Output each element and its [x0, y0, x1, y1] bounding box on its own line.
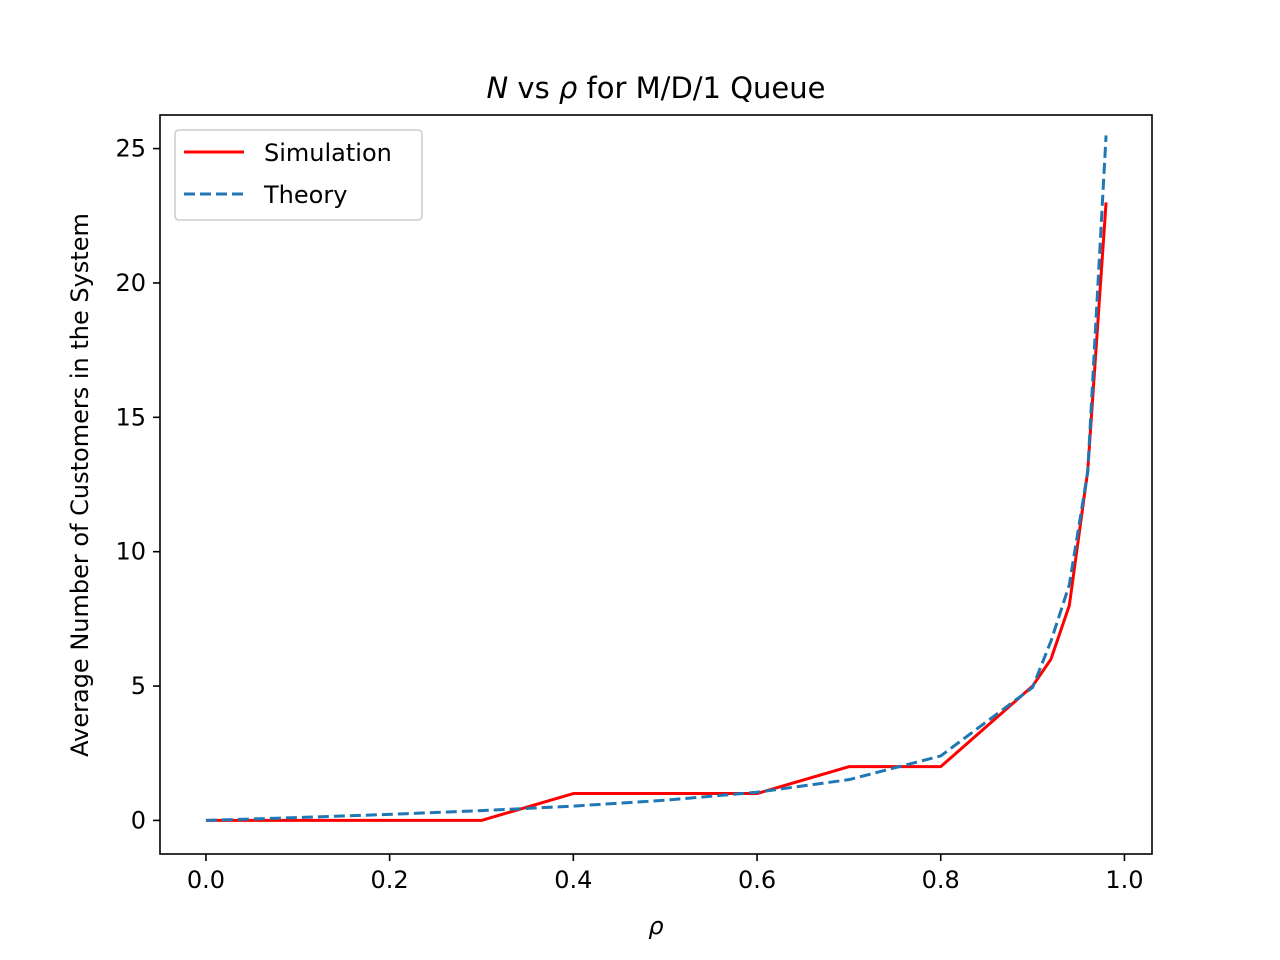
y-tick-label: 15: [115, 403, 146, 431]
y-axis-label: Average Number of Customers in the Syste…: [66, 213, 94, 757]
series-line-theory: [205, 135, 1108, 822]
y-tick-label: 20: [115, 269, 146, 297]
y-tick-label: 0: [131, 806, 146, 834]
title-rho: ρ: [559, 71, 578, 105]
x-tick-label: 0.4: [554, 866, 592, 894]
y-tick-label: 25: [115, 135, 146, 163]
x-tick-label: 0.0: [187, 866, 225, 894]
x-tick-label: 1.0: [1105, 866, 1143, 894]
x-tick-label: 0.6: [738, 866, 776, 894]
title-variable: N: [487, 71, 509, 105]
legend-simulation-label: Simulation: [264, 139, 392, 167]
title-rest: for M/D/1 Queue: [577, 71, 825, 105]
legend-theory-label: Theory: [263, 181, 347, 209]
title-vs: vs: [508, 71, 559, 105]
y-axis-ticks: 0 5 10 15 20 25: [115, 135, 160, 834]
x-axis-ticks: 0.0 0.2 0.4 0.6 0.8 1.0: [187, 854, 1144, 894]
x-axis-label: ρ: [648, 912, 663, 940]
x-tick-label: 0.2: [371, 866, 409, 894]
legend: Simulation Theory: [174, 129, 423, 221]
y-tick-label: 10: [115, 538, 146, 566]
y-tick-label: 5: [131, 672, 146, 700]
series-layer: [205, 135, 1108, 822]
chart-title: N vs ρ for M/D/1 Queue: [487, 71, 826, 105]
series-line-simulation: [205, 202, 1108, 822]
x-tick-label: 0.8: [922, 866, 960, 894]
plot-frame: [159, 114, 1153, 855]
